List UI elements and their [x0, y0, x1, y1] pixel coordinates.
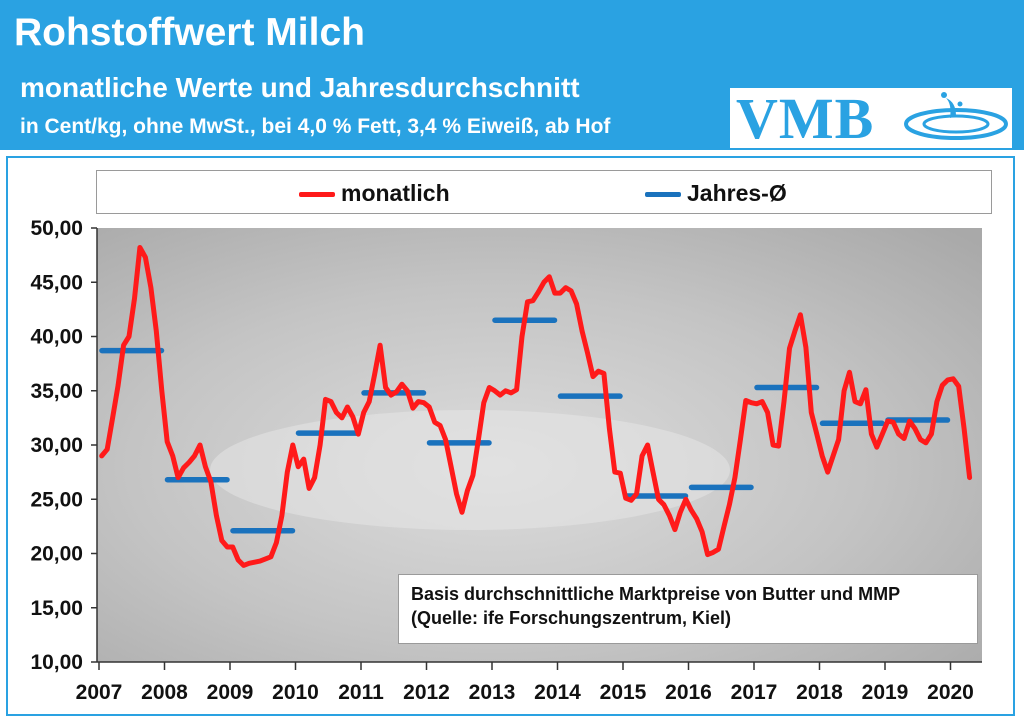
plot-background-decoration: [210, 410, 730, 530]
legend: monatlich Jahres-Ø: [96, 170, 992, 214]
milk-splash-icon: [904, 92, 1008, 140]
x-tick-label: 2011: [338, 681, 384, 704]
x-tick-label: 2010: [272, 681, 319, 704]
y-tick-label: 20,00: [30, 543, 83, 566]
source-note-line-2: (Quelle: ife Forschungszentrum, Kiel): [411, 608, 732, 628]
x-tick-label: 2008: [141, 681, 188, 704]
y-tick-label: 15,00: [30, 597, 83, 620]
x-tick-label: 2016: [665, 681, 712, 704]
page-title: Rohstoffwert Milch: [14, 11, 365, 54]
y-tick-label: 30,00: [30, 434, 83, 457]
y-tick-label: 35,00: [30, 380, 83, 403]
y-tick-label: 25,00: [30, 488, 83, 511]
legend-swatch-annual: [645, 192, 681, 197]
y-tick-label: 50,00: [30, 217, 83, 240]
x-tick-label: 2020: [927, 681, 974, 704]
vmb-logo: VMB: [730, 88, 1012, 148]
y-tick-label: 40,00: [30, 326, 83, 349]
x-tick-label: 2009: [207, 681, 254, 704]
legend-label-monthly: monatlich: [341, 180, 450, 206]
source-note-line-1: Basis durchschnittliche Marktpreise von …: [411, 584, 901, 604]
x-tick-label: 2012: [403, 681, 450, 704]
x-tick-label: 2013: [469, 681, 516, 704]
header-banner: Rohstoffwert Milch monatliche Werte und …: [0, 0, 1024, 150]
source-note: Basis durchschnittliche Marktpreise von …: [398, 574, 978, 644]
legend-label-annual: Jahres-Ø: [687, 180, 787, 206]
unit-description: in Cent/kg, ohne MwSt., bei 4,0 % Fett, …: [20, 115, 611, 138]
x-tick-label: 2018: [796, 681, 843, 704]
y-tick-label: 10,00: [30, 651, 83, 674]
y-tick-label: 45,00: [30, 271, 83, 294]
legend-swatch-monthly: [299, 192, 335, 197]
x-tick-label: 2015: [600, 681, 647, 704]
monthly-series-line: [99, 245, 973, 568]
x-tick-label: 2014: [534, 681, 581, 704]
page-subtitle: monatliche Werte und Jahresdurchschnitt: [20, 72, 580, 103]
logo-wordmark: VMB: [736, 86, 875, 151]
x-tick-label: 2017: [731, 681, 778, 704]
x-tick-label: 2007: [76, 681, 123, 704]
x-tick-label: 2019: [862, 681, 909, 704]
